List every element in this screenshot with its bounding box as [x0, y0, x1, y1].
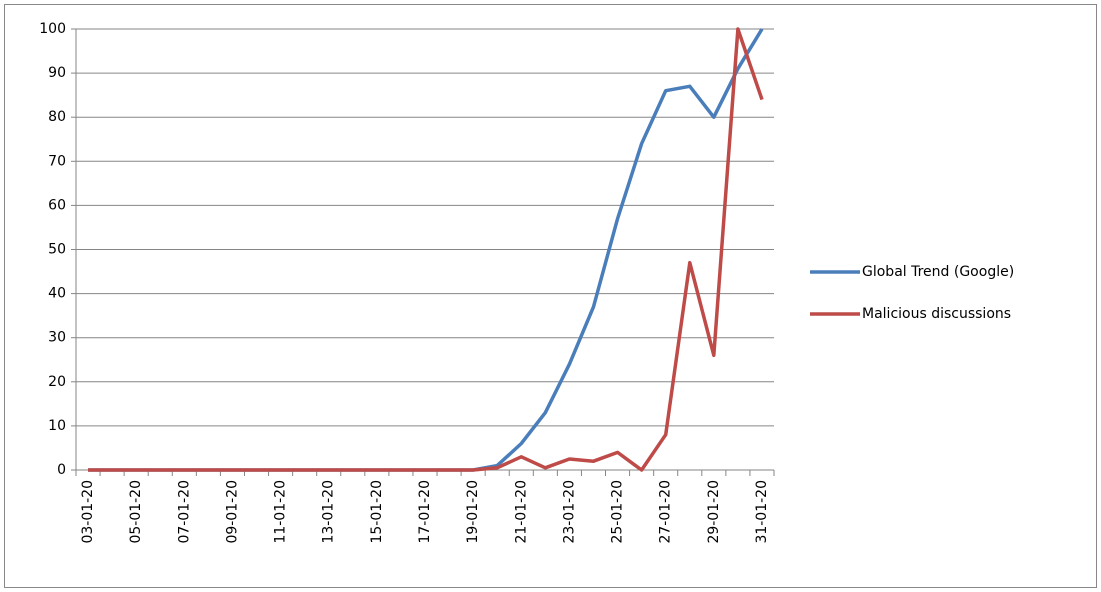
x-tick-label: 03-01-20	[80, 480, 96, 544]
legend-label: Global Trend (Google)	[862, 264, 1014, 280]
y-tick-label: 70	[48, 153, 66, 169]
x-tick-label: 05-01-20	[128, 480, 144, 544]
x-tick-label: 11-01-20	[273, 480, 289, 544]
x-tick-label: 25-01-20	[610, 480, 626, 544]
y-tick-label: 40	[48, 286, 66, 302]
y-tick-label: 100	[39, 21, 66, 37]
x-tick-label: 29-01-20	[706, 480, 722, 544]
legend-label: Malicious discussions	[862, 306, 1011, 322]
x-tick-label: 21-01-20	[513, 480, 529, 544]
x-tick-label: 27-01-20	[658, 480, 674, 544]
x-tick-label: 09-01-20	[224, 480, 240, 544]
y-tick-label: 10	[48, 418, 66, 434]
y-tick-label: 90	[48, 65, 66, 81]
y-tick-label: 20	[48, 374, 66, 390]
x-tick-label: 07-01-20	[176, 480, 192, 544]
x-tick-label: 31-01-20	[754, 480, 770, 544]
chart-border	[4, 4, 1097, 588]
y-tick-label: 0	[57, 462, 66, 478]
y-tick-label: 30	[48, 330, 66, 346]
x-tick-label: 13-01-20	[321, 480, 337, 544]
x-tick-label: 17-01-20	[417, 480, 433, 544]
y-tick-label: 60	[48, 197, 66, 213]
series-line	[88, 27, 764, 472]
x-tick-label: 19-01-20	[465, 480, 481, 544]
x-tick-label: 23-01-20	[561, 480, 577, 544]
y-tick-label: 80	[48, 109, 66, 125]
y-tick-label: 50	[48, 242, 66, 258]
x-tick-label: 15-01-20	[369, 480, 385, 544]
